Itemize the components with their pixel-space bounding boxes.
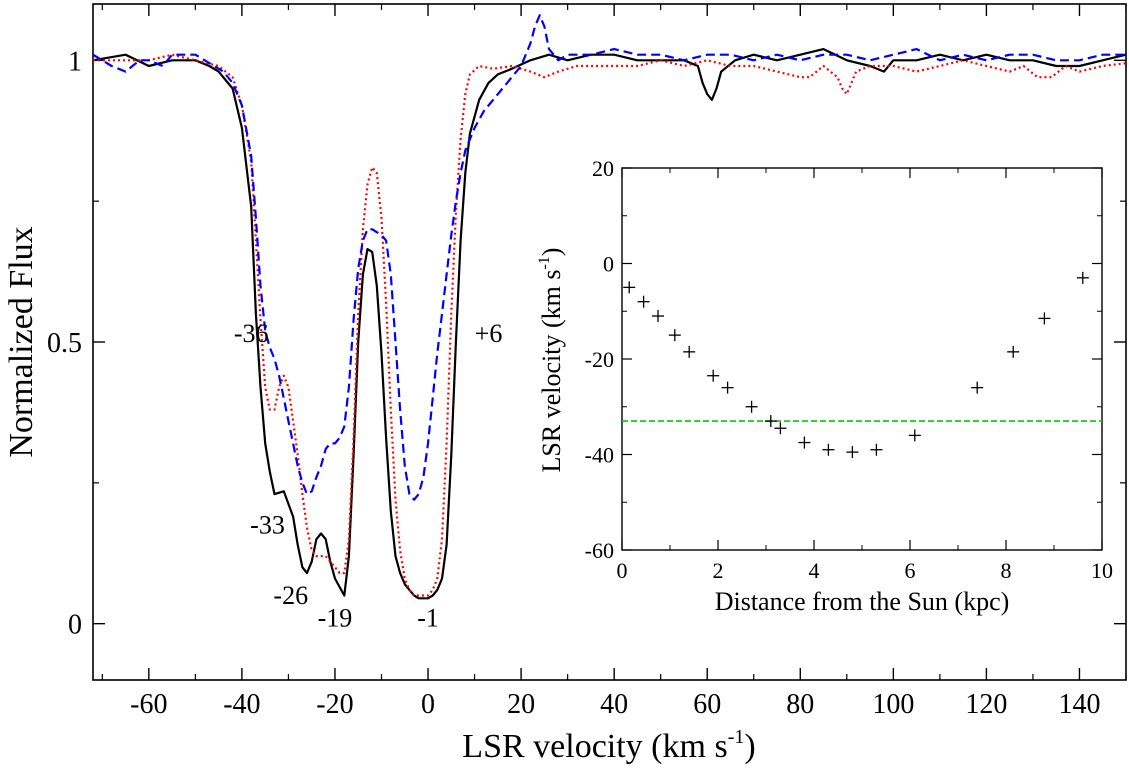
scatter-point xyxy=(798,436,811,449)
inset-x-tick-label: 0 xyxy=(617,558,628,583)
scatter-point xyxy=(1007,345,1020,358)
scatter-point xyxy=(745,400,758,413)
main-series xyxy=(92,14,1127,600)
main-x-tick-label: 0 xyxy=(421,689,435,720)
main-y-tick-label: 0 xyxy=(68,610,82,641)
scatter-point xyxy=(668,329,681,342)
main-y-tick-label: 0.5 xyxy=(47,328,82,359)
scatter-point xyxy=(764,415,777,428)
velocity-annotation: +6 xyxy=(475,319,503,348)
scatter-point xyxy=(846,446,859,459)
velocity-annotation: -36 xyxy=(234,319,269,348)
scatter-point xyxy=(870,443,883,456)
scatter-point xyxy=(683,345,696,358)
velocity-annotation: -1 xyxy=(417,603,439,632)
main-x-tick-label: 80 xyxy=(786,689,814,720)
main-y-axis-title: Normalized Flux xyxy=(3,226,40,457)
inset-points xyxy=(622,271,1102,459)
main-x-tick-label: -40 xyxy=(223,689,260,720)
inset-plot-frame xyxy=(621,167,1103,551)
main-x-tick-label: 40 xyxy=(600,689,628,720)
main-x-tick-label: 100 xyxy=(872,689,914,720)
series-line-solid xyxy=(92,48,1127,600)
main-x-tick-label: -60 xyxy=(130,689,167,720)
inset-y-tick-label: 0 xyxy=(603,252,614,277)
scatter-point xyxy=(822,443,835,456)
inset-plot: 0 2 4 6 8 10 -60 -40 -20 0 20 Distance from the Su… xyxy=(536,156,1113,616)
series-line-dashed xyxy=(92,14,1126,501)
inset-x-tick-label: 4 xyxy=(809,558,820,583)
main-x-tick-label: 120 xyxy=(965,689,1007,720)
inset-y-tick-label: 20 xyxy=(592,156,614,181)
scatter-point xyxy=(774,422,787,435)
inset-y-tick-label: -20 xyxy=(585,347,614,372)
scatter-point xyxy=(971,381,984,394)
velocity-annotation: -26 xyxy=(273,581,308,610)
scatter-point xyxy=(623,281,636,294)
inset-x-tick-label: 2 xyxy=(713,558,724,583)
scatter-point xyxy=(637,295,650,308)
scatter-point xyxy=(707,369,720,382)
scatter-point xyxy=(652,310,664,323)
inset-x-axis-title: Distance from the Sun (kpc) xyxy=(715,587,1010,616)
scatter-point xyxy=(1076,271,1089,284)
scatter-point xyxy=(1038,312,1051,325)
velocity-annotation: -19 xyxy=(318,603,353,632)
inset-y-axis-title: LSR velocity (km s-1) xyxy=(536,248,566,473)
main-annotations: -36 -33 -26 -19 -1 +6 xyxy=(234,319,502,632)
main-x-tick-label: 140 xyxy=(1058,689,1100,720)
main-x-tick-label: 60 xyxy=(693,689,721,720)
inset-x-tick-label: 8 xyxy=(1001,558,1012,583)
velocity-annotation: -33 xyxy=(250,511,285,540)
inset-y-tick-label: -60 xyxy=(585,538,614,563)
inset-x-tick-label: 6 xyxy=(905,558,916,583)
main-x-axis-title: LSR velocity (km s-1) xyxy=(462,726,755,765)
main-x-tick-label: 20 xyxy=(507,689,535,720)
inset-y-tick-label: -40 xyxy=(585,443,614,468)
scatter-point xyxy=(721,381,734,394)
inset-x-tick-label: 10 xyxy=(1091,558,1113,583)
series-line-dotted xyxy=(93,53,1127,597)
inset-ticks: 0 2 4 6 8 10 -60 -40 -20 0 20 xyxy=(585,156,1113,583)
scatter-point xyxy=(908,429,921,442)
main-x-tick-label: -20 xyxy=(316,689,353,720)
main-y-tick-label: 1 xyxy=(68,46,82,77)
